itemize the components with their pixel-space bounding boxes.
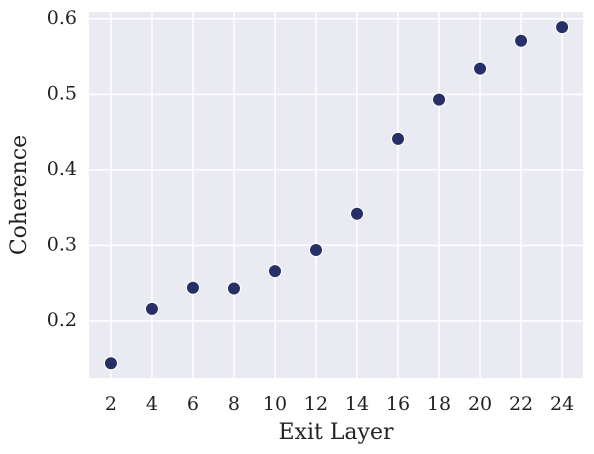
point [350, 206, 365, 221]
y-tick-label: 0.5 [47, 82, 77, 104]
point [555, 20, 570, 35]
x-tick-label: 4 [146, 393, 158, 415]
point [473, 61, 488, 76]
point [267, 264, 282, 279]
x-tick-label: 6 [187, 393, 199, 415]
x-axis-label: Exit Layer [278, 420, 394, 445]
x-tick-label: 8 [228, 393, 240, 415]
x-tick-label: 16 [386, 393, 410, 415]
point [432, 92, 447, 107]
y-tick-label: 0.3 [47, 233, 77, 255]
point [226, 281, 241, 296]
x-tick-label: 14 [345, 393, 369, 415]
x-tick-label: 12 [304, 393, 328, 415]
x-tick-label: 10 [263, 393, 287, 415]
x-tick-label: 22 [509, 393, 533, 415]
point [309, 242, 324, 257]
point [144, 301, 159, 316]
point [185, 280, 200, 295]
point [514, 33, 529, 48]
plot-area [89, 12, 583, 378]
x-tick-label: 2 [105, 393, 117, 415]
y-tick-label: 0.4 [47, 158, 77, 180]
x-tick-label: 24 [550, 393, 574, 415]
x-tick-label: 18 [427, 393, 451, 415]
y-tick-label: 0.6 [47, 7, 77, 29]
x-tick-label: 20 [468, 393, 492, 415]
y-axis-label: Coherence [7, 135, 32, 255]
point [103, 356, 118, 371]
y-tick-label: 0.2 [47, 309, 77, 331]
point [391, 131, 406, 146]
